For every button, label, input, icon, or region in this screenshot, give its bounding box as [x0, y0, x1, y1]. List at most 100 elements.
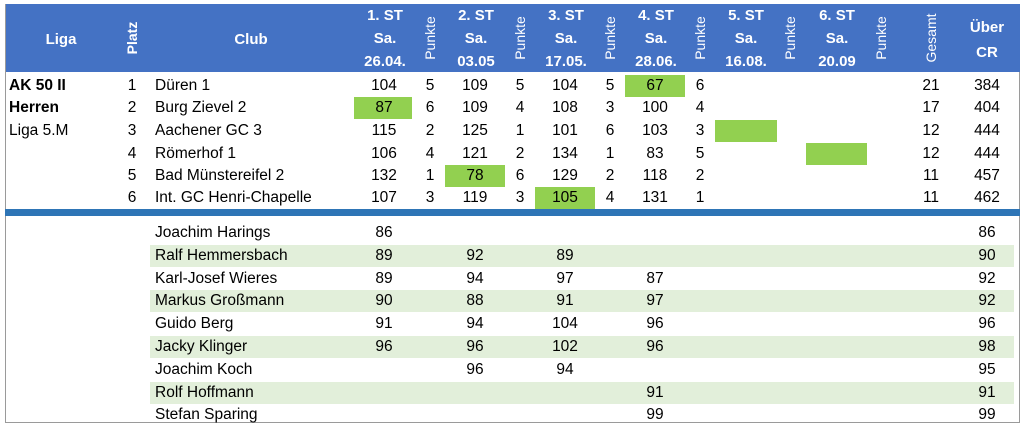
- team-round-score: 67: [646, 77, 664, 94]
- team-club: Int. GC Henri-Chapelle: [155, 189, 312, 206]
- header-bg-gesamt: [908, 4, 954, 72]
- player-row-band: [150, 290, 1014, 312]
- team-club: Römerhof 1: [155, 145, 236, 162]
- team-round-score: 109: [462, 99, 488, 116]
- player-name: Joachim Koch: [155, 361, 253, 378]
- team-over-cr: 404: [974, 99, 1000, 116]
- team-round-score: 106: [371, 145, 397, 162]
- player-round-score: 96: [375, 338, 393, 355]
- player-over-cr: 96: [978, 315, 996, 332]
- team-round-score: 118: [642, 167, 668, 184]
- player-name: Ralf Hemmersbach: [155, 247, 288, 264]
- player-name: Joachim Harings: [155, 224, 271, 241]
- team-round-score: 129: [552, 167, 578, 184]
- team-rank: 3: [127, 122, 137, 139]
- team-total-points: 21: [922, 77, 940, 94]
- player-round-score: 94: [556, 361, 574, 378]
- player-round-score: [353, 359, 415, 381]
- team-round-score: 119: [462, 189, 488, 206]
- header-round-4-date: 28.06.: [635, 53, 677, 70]
- player-over-cr: 99: [978, 406, 996, 423]
- player-round-score: [624, 359, 686, 381]
- player-round-score: 97: [556, 270, 574, 287]
- player-row-band: [150, 336, 1014, 358]
- player-round-score: 97: [646, 292, 664, 309]
- header-punkte-1: Punkte: [422, 16, 438, 60]
- header-round-5-date: 16.08.: [725, 53, 767, 70]
- team-round-points: [866, 165, 896, 187]
- team-round-points: [775, 187, 805, 209]
- header-punkte-6: Punkte: [873, 16, 889, 60]
- team-club: Burg Zievel 2: [155, 99, 247, 116]
- player-round-score: [353, 404, 415, 426]
- header-ueber-cr-line1: Über: [969, 19, 1005, 36]
- header-round-1-date: 26.04.: [364, 53, 406, 70]
- team-round-points: 2: [695, 167, 705, 184]
- team-rank: 1: [127, 77, 137, 94]
- team-round-score: [715, 75, 777, 97]
- team-round-score: [805, 165, 867, 187]
- header-round-6-label: 6. ST: [819, 7, 855, 24]
- team-round-points: [775, 143, 805, 165]
- team-round-score: [805, 120, 867, 142]
- player-round-score: 94: [466, 270, 484, 287]
- player-over-cr: 95: [978, 361, 996, 378]
- player-round-score: [624, 222, 686, 244]
- header-round-3-label: 3. ST: [548, 7, 584, 24]
- player-over-cr: 91: [978, 384, 996, 401]
- team-round-points: 3: [605, 99, 615, 116]
- team-round-score: 83: [646, 145, 664, 162]
- header-round-6-date: 20.09: [818, 53, 856, 70]
- player-row-band: [150, 382, 1014, 404]
- header-club: Club: [234, 31, 268, 48]
- team-round-score: 121: [462, 145, 488, 162]
- team-round-points: 5: [605, 77, 615, 94]
- team-round-points: 1: [695, 189, 705, 206]
- player-round-score: 86: [375, 224, 393, 241]
- team-total-points: 11: [922, 189, 940, 206]
- team-round-score: [805, 75, 867, 97]
- player-name: Rolf Hoffmann: [155, 384, 254, 401]
- player-over-cr: 90: [978, 247, 996, 264]
- team-round-points: [866, 75, 896, 97]
- team-round-points: 3: [695, 122, 705, 139]
- team-over-cr: 462: [974, 189, 1000, 206]
- team-round-score: 125: [462, 122, 488, 139]
- league-name: AK 50 II: [9, 77, 66, 94]
- team-round-score: 109: [462, 77, 488, 94]
- team-round-score: 132: [371, 167, 397, 184]
- team-round-score: 104: [552, 77, 578, 94]
- team-rank: 5: [127, 167, 137, 184]
- player-round-score: 96: [646, 338, 664, 355]
- team-round-points: [775, 120, 805, 142]
- team-round-score: 108: [552, 99, 578, 116]
- team-club: Aachener GC 3: [155, 122, 262, 139]
- player-round-score: 91: [375, 315, 393, 332]
- player-over-cr: 92: [978, 270, 996, 287]
- highlight-round5: [715, 120, 777, 142]
- team-rank: 6: [127, 189, 137, 206]
- team-round-points: 2: [425, 122, 435, 139]
- team-total-points: 17: [922, 99, 940, 116]
- player-name: Markus Großmann: [155, 292, 285, 309]
- section-divider: [5, 209, 1020, 216]
- team-round-points: [866, 120, 896, 142]
- player-name: Karl-Josef Wieres: [155, 270, 278, 287]
- team-round-points: 6: [515, 167, 525, 184]
- team-club: Düren 1: [155, 77, 211, 94]
- player-round-score: 96: [466, 338, 484, 355]
- team-round-score: [715, 165, 777, 187]
- league-gender: Herren: [9, 99, 59, 116]
- team-round-points: 4: [605, 189, 615, 206]
- team-round-points: [866, 143, 896, 165]
- team-round-points: 2: [605, 167, 615, 184]
- team-over-cr: 444: [974, 145, 1000, 162]
- header-round-2-label: 2. ST: [458, 7, 494, 24]
- player-round-score: 90: [375, 292, 393, 309]
- team-round-points: 6: [605, 122, 615, 139]
- team-round-points: 5: [695, 145, 705, 162]
- highlight-round6: [806, 143, 867, 165]
- player-round-score: 89: [375, 247, 393, 264]
- player-round-score: [444, 382, 506, 404]
- highlight-best-round4: [625, 75, 685, 97]
